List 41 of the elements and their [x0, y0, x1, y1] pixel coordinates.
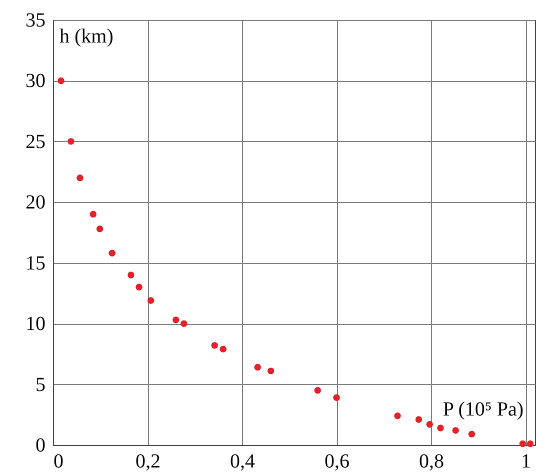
point — [452, 427, 459, 434]
point — [136, 284, 142, 290]
point — [180, 320, 188, 327]
point — [437, 424, 444, 432]
point — [147, 297, 154, 304]
point — [519, 440, 526, 448]
point — [96, 226, 104, 232]
point — [76, 174, 84, 182]
y-tick-label: 35 — [26, 10, 46, 32]
y-tick-label: 10 — [26, 313, 46, 336]
y-axis-title: h (km) — [60, 26, 114, 48]
x-tick-label: 0,8 — [419, 450, 444, 472]
y-tick-label: 20 — [26, 192, 46, 214]
point — [314, 387, 321, 394]
point — [267, 368, 274, 374]
y-tick-label: 30 — [26, 70, 46, 92]
point — [333, 394, 340, 401]
point — [526, 440, 534, 448]
y-tick-label: 25 — [26, 130, 46, 153]
point — [394, 412, 401, 420]
point — [415, 416, 422, 423]
x-tick-label: 0 — [54, 450, 64, 472]
point — [220, 346, 226, 352]
y-tick-label: 5 — [36, 374, 46, 396]
point — [172, 316, 180, 324]
point — [128, 272, 134, 278]
x-axis-title: P (10⁵ Pa) — [442, 398, 524, 420]
point — [426, 421, 433, 428]
x-tick-label: 0,6 — [324, 450, 350, 472]
point — [108, 250, 116, 256]
point — [254, 364, 261, 371]
point — [58, 77, 64, 84]
point — [211, 342, 218, 349]
x-tick-label: 0,4 — [230, 450, 256, 472]
x-tick-label: 1 — [521, 450, 532, 472]
point — [90, 210, 97, 218]
y-tick-label: 0 — [36, 434, 46, 456]
point — [468, 430, 476, 438]
y-tick-label: 15 — [26, 252, 46, 274]
point — [68, 138, 74, 145]
x-tick-label: 0,2 — [136, 450, 161, 472]
